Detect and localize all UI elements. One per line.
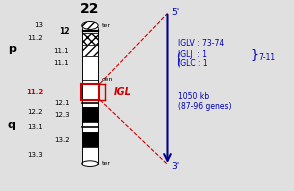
Bar — [82, 107, 98, 122]
Text: ter: ter — [102, 23, 111, 28]
Bar — [82, 56, 98, 80]
Text: 11.1: 11.1 — [54, 48, 69, 54]
Text: }: } — [251, 48, 259, 61]
Bar — [82, 147, 98, 162]
Text: cen: cen — [102, 77, 113, 82]
Text: 13.1: 13.1 — [27, 124, 43, 130]
Bar — [81, 84, 99, 100]
Bar — [82, 99, 98, 107]
Text: 13.3: 13.3 — [27, 152, 43, 158]
Text: IGLC : 1: IGLC : 1 — [178, 59, 207, 68]
Bar — [82, 45, 98, 56]
Text: (87-96 genes): (87-96 genes) — [178, 102, 231, 111]
Text: IGLJ  : 1: IGLJ : 1 — [178, 50, 207, 59]
Text: 12: 12 — [59, 27, 69, 36]
Text: ter: ter — [102, 161, 111, 166]
Text: 11.1: 11.1 — [54, 60, 69, 66]
Ellipse shape — [82, 22, 98, 29]
Ellipse shape — [82, 161, 98, 167]
Text: 13: 13 — [34, 22, 43, 28]
Text: 12.2: 12.2 — [28, 109, 43, 115]
Text: IGL: IGL — [114, 87, 132, 97]
Text: 3': 3' — [171, 162, 179, 171]
Text: 11.2: 11.2 — [28, 35, 43, 41]
Text: IGLV : 73-74: IGLV : 73-74 — [178, 39, 224, 48]
Bar — [82, 80, 98, 84]
Text: (: ( — [176, 58, 180, 68]
Text: 5': 5' — [171, 8, 179, 17]
Bar — [82, 84, 98, 99]
Text: p: p — [8, 45, 16, 54]
Bar — [82, 122, 98, 132]
Text: 7-11: 7-11 — [258, 53, 275, 62]
Bar — [82, 33, 98, 45]
Text: 12.3: 12.3 — [54, 112, 69, 118]
Text: 11.2: 11.2 — [26, 89, 43, 95]
Text: (: ( — [176, 51, 180, 61]
Text: 22: 22 — [80, 2, 100, 16]
Text: 1050 kb: 1050 kb — [178, 92, 209, 101]
Text: q: q — [8, 120, 16, 129]
Bar — [82, 132, 98, 147]
Bar — [82, 27, 98, 33]
Text: 13.2: 13.2 — [54, 137, 69, 143]
Text: 12.1: 12.1 — [54, 100, 69, 106]
